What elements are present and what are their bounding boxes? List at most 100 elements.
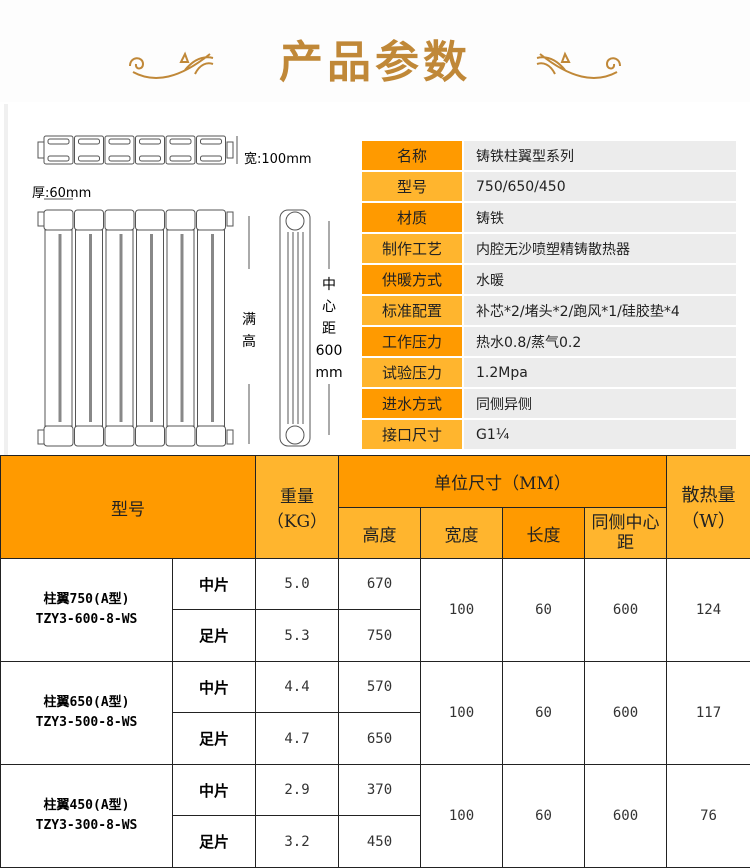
front-top-header [196,209,226,231]
model-cell: 柱翼650(A型) TZY3-500-8-WS [0,661,173,765]
header-width: 宽度 [420,507,503,559]
height-cell: 670 [338,558,421,610]
height-cell: 570 [338,661,421,713]
width-cell: 100 [420,764,503,868]
length-cell: 60 [502,764,585,868]
spec-value: 热水0.8/蒸气0.2 [462,327,736,356]
spec-label: 标准配置 [362,296,462,325]
left-ornament-icon [129,51,214,79]
top-view-section [104,135,135,165]
front-bottom-header [196,425,226,447]
top-view-slot [139,155,161,162]
front-bottom-header [165,425,196,447]
top-view-slot [47,155,70,162]
top-view-slot [169,155,192,162]
heat-cell: 76 [666,764,750,868]
spec-label: 制作工艺 [362,234,462,263]
top-view-slot [108,138,131,145]
table-row: 足片 3.2 450 [1,815,750,868]
front-top-header [104,209,135,231]
top-view-slot [169,138,192,145]
center-distance-label: 中心距 600 mm [315,277,343,381]
header-dimensions: 单位尺寸（MM） [337,455,668,508]
spec-value: 750/650/450 [462,172,736,201]
weight-cell: 3.2 [255,815,339,868]
spec-label: 型号 [362,172,462,201]
weight-cell: 4.7 [255,712,339,765]
front-bottom-header [43,425,74,447]
heat-cell: 124 [666,558,750,662]
side-inlet [285,211,305,231]
table-row: 柱翼650(A型) TZY3-500-8-WS 中片 4.4 570 100 60… [0,661,750,765]
model-table: 型号 重量 （KG） 单位尺寸（MM） 散热量 （W） 高度 宽度 长度 同侧中心距… [0,455,750,868]
top-view-slot [108,155,131,162]
height-cell: 450 [338,815,421,868]
header-weight: 重量 （KG） [255,455,339,559]
height-cell: 650 [338,712,421,765]
spec-row: 供暖方式 水暖 [362,265,736,294]
top-view-slot [200,155,222,162]
center-cell: 600 [583,661,668,765]
piece-type: 中片 [172,661,256,713]
center-cell: 600 [583,764,668,868]
spec-row: 名称 铸铁柱翼型系列 [362,141,736,170]
top-view-section [196,135,226,165]
width-cell: 100 [420,558,503,662]
header-heat: 散热量 （W） [666,455,750,559]
front-bottom-header [74,425,104,447]
spec-row: 型号 750/650/450 [362,172,736,201]
radiator-diagram: 宽:100mm 厚:60mm 满高 中心距 600 mm [4,104,358,455]
spec-row: 标准配置 补芯*2/堵头*2/跑风*1/硅胶垫*4 [362,296,736,325]
spec-row: 工作压力 热水0.8/蒸气0.2 [362,327,736,356]
plug [37,141,45,159]
piece-type: 足片 [172,815,256,868]
page-title: 产品参数 [279,37,471,88]
front-top-header [165,209,196,231]
spec-row: 进水方式 同侧异侧 [362,389,736,418]
height-cell: 370 [338,764,421,816]
spec-row: 试验压力 1.2Mpa [362,358,736,387]
spec-label: 供暖方式 [362,265,462,294]
front-column [44,229,73,427]
spec-value: 内腔无沙喷塑精铸散热器 [462,234,736,263]
full-height-label: 满高 [242,312,256,350]
right-ornament-icon [536,51,621,79]
front-column [197,229,225,427]
spec-value: 水暖 [462,265,736,294]
plug [226,429,234,445]
front-column [136,229,164,427]
spec-row: 制作工艺 内腔无沙喷塑精铸散热器 [362,234,736,263]
table-row: 足片 5.3 750 [1,609,750,662]
spec-value: 铸铁 [462,203,736,232]
plug [226,141,234,159]
table-row: 柱翼750(A型) TZY3-600-8-WS 中片 5.0 670 100 60… [0,558,750,662]
top-view-section [135,135,165,165]
spec-value: 1.2Mpa [462,358,736,387]
thickness-label: 厚:60mm [32,186,92,201]
heat-cell: 117 [666,661,750,765]
spec-value: 补芯*2/堵头*2/跑风*1/硅胶垫*4 [462,296,736,325]
top-view-slot [139,138,161,145]
height-cell: 750 [338,609,421,662]
top-view-slot [78,155,100,162]
top-view-section [165,135,196,165]
header-model: 型号 [0,455,256,559]
spec-row: 材质 铸铁 [362,203,736,232]
piece-type: 中片 [172,558,256,610]
header-length: 长度 [502,507,585,559]
top-view-slot [200,138,222,145]
width-cell: 100 [420,661,503,765]
model-cell: 柱翼750(A型) TZY3-600-8-WS [0,558,173,662]
header-center: 同侧中心距 [583,507,668,559]
top-view-section [74,135,104,165]
model-cell: 柱翼450(A型) TZY3-300-8-WS [0,764,173,868]
spec-label: 材质 [362,203,462,232]
front-bottom-header [104,425,135,447]
center-cell: 600 [583,558,668,662]
table-row: 柱翼450(A型) TZY3-300-8-WS 中片 2.9 370 100 60… [0,764,750,868]
plug [37,429,45,445]
spec-label: 进水方式 [362,389,462,418]
spec-label: 工作压力 [362,327,462,356]
front-column [75,229,103,427]
radiator-drawing [37,135,330,447]
